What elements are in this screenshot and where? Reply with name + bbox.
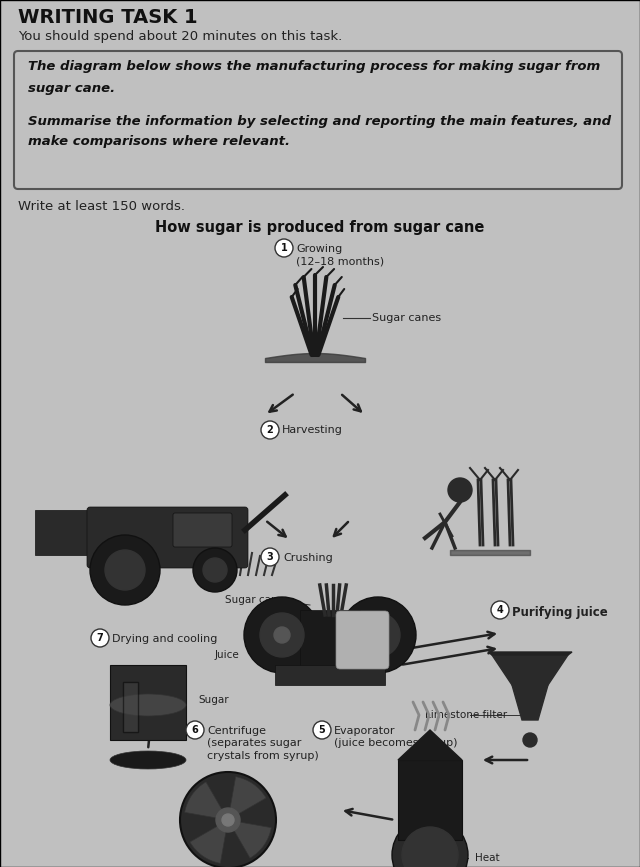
Circle shape (274, 627, 290, 643)
FancyBboxPatch shape (300, 610, 360, 670)
Text: Harvesting: Harvesting (282, 425, 343, 435)
Text: Juice: Juice (215, 650, 240, 660)
FancyBboxPatch shape (173, 513, 232, 547)
Circle shape (90, 535, 160, 605)
Wedge shape (228, 777, 266, 820)
Text: Sugar canes: Sugar canes (225, 595, 289, 605)
Text: Limestone filter: Limestone filter (425, 710, 507, 720)
Text: Crushing: Crushing (283, 553, 333, 563)
Circle shape (491, 601, 509, 619)
Circle shape (216, 808, 240, 832)
Circle shape (275, 239, 293, 257)
Circle shape (261, 421, 279, 439)
Wedge shape (190, 820, 228, 864)
FancyBboxPatch shape (275, 665, 385, 685)
FancyBboxPatch shape (110, 665, 186, 740)
Ellipse shape (110, 694, 186, 716)
Circle shape (222, 814, 234, 826)
FancyBboxPatch shape (87, 507, 248, 568)
Ellipse shape (110, 751, 186, 769)
FancyBboxPatch shape (35, 510, 90, 555)
Text: Sugar: Sugar (198, 695, 228, 705)
Circle shape (186, 721, 204, 739)
Text: 2: 2 (267, 425, 273, 435)
Text: Write at least 150 words.: Write at least 150 words. (18, 200, 185, 213)
Text: The diagram below shows the manufacturing process for making sugar from: The diagram below shows the manufacturin… (28, 60, 600, 73)
Wedge shape (228, 820, 271, 858)
Text: Drying and cooling: Drying and cooling (112, 634, 218, 644)
Text: 6: 6 (191, 725, 198, 735)
Text: 4: 4 (497, 605, 504, 615)
Polygon shape (492, 655, 568, 685)
Text: Heat: Heat (475, 853, 500, 863)
Text: 3: 3 (267, 552, 273, 562)
Text: 7: 7 (97, 633, 104, 643)
Circle shape (91, 629, 109, 647)
Circle shape (356, 613, 400, 657)
Polygon shape (512, 685, 548, 720)
Circle shape (193, 548, 237, 592)
Circle shape (244, 597, 320, 673)
Text: make comparisons where relevant.: make comparisons where relevant. (28, 135, 290, 148)
Circle shape (402, 827, 458, 867)
Circle shape (261, 548, 279, 566)
Text: 1: 1 (280, 243, 287, 253)
Circle shape (180, 772, 276, 867)
Text: sugar cane.: sugar cane. (28, 82, 115, 95)
Circle shape (313, 721, 331, 739)
FancyBboxPatch shape (123, 682, 138, 732)
Circle shape (392, 817, 468, 867)
Text: Centrifuge
(separates sugar
crystals from syrup): Centrifuge (separates sugar crystals fro… (207, 726, 319, 761)
Polygon shape (398, 730, 462, 760)
Text: Growing
(12–18 months): Growing (12–18 months) (296, 244, 384, 266)
Circle shape (523, 733, 537, 747)
FancyBboxPatch shape (398, 760, 462, 840)
Wedge shape (185, 782, 228, 820)
Text: Evaporator
(juice becomes syrup): Evaporator (juice becomes syrup) (334, 726, 458, 748)
Text: Purifying juice: Purifying juice (512, 606, 608, 619)
Text: 5: 5 (319, 725, 325, 735)
Circle shape (370, 627, 386, 643)
Polygon shape (488, 652, 572, 655)
Text: Summarise the information by selecting and reporting the main features, and: Summarise the information by selecting a… (28, 115, 611, 128)
Text: How sugar is produced from sugar cane: How sugar is produced from sugar cane (156, 220, 484, 235)
Circle shape (260, 613, 304, 657)
Text: WRITING TASK 1: WRITING TASK 1 (18, 8, 198, 27)
FancyBboxPatch shape (14, 51, 622, 189)
Text: You should spend about 20 minutes on this task.: You should spend about 20 minutes on thi… (18, 30, 342, 43)
Circle shape (105, 550, 145, 590)
Circle shape (203, 558, 227, 582)
Circle shape (340, 597, 416, 673)
Circle shape (448, 478, 472, 502)
Text: Sugar canes: Sugar canes (372, 313, 441, 323)
FancyBboxPatch shape (336, 611, 389, 669)
